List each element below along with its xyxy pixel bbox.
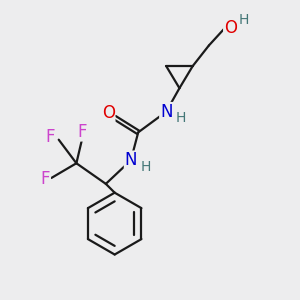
- Text: O: O: [102, 104, 115, 122]
- Text: N: N: [124, 151, 137, 169]
- Text: H: H: [140, 160, 151, 174]
- Text: F: F: [41, 170, 50, 188]
- Text: N: N: [160, 103, 172, 121]
- Text: O: O: [224, 19, 237, 37]
- Text: H: H: [176, 111, 186, 125]
- Text: F: F: [46, 128, 55, 146]
- Text: H: H: [238, 14, 248, 27]
- Text: F: F: [77, 123, 87, 141]
